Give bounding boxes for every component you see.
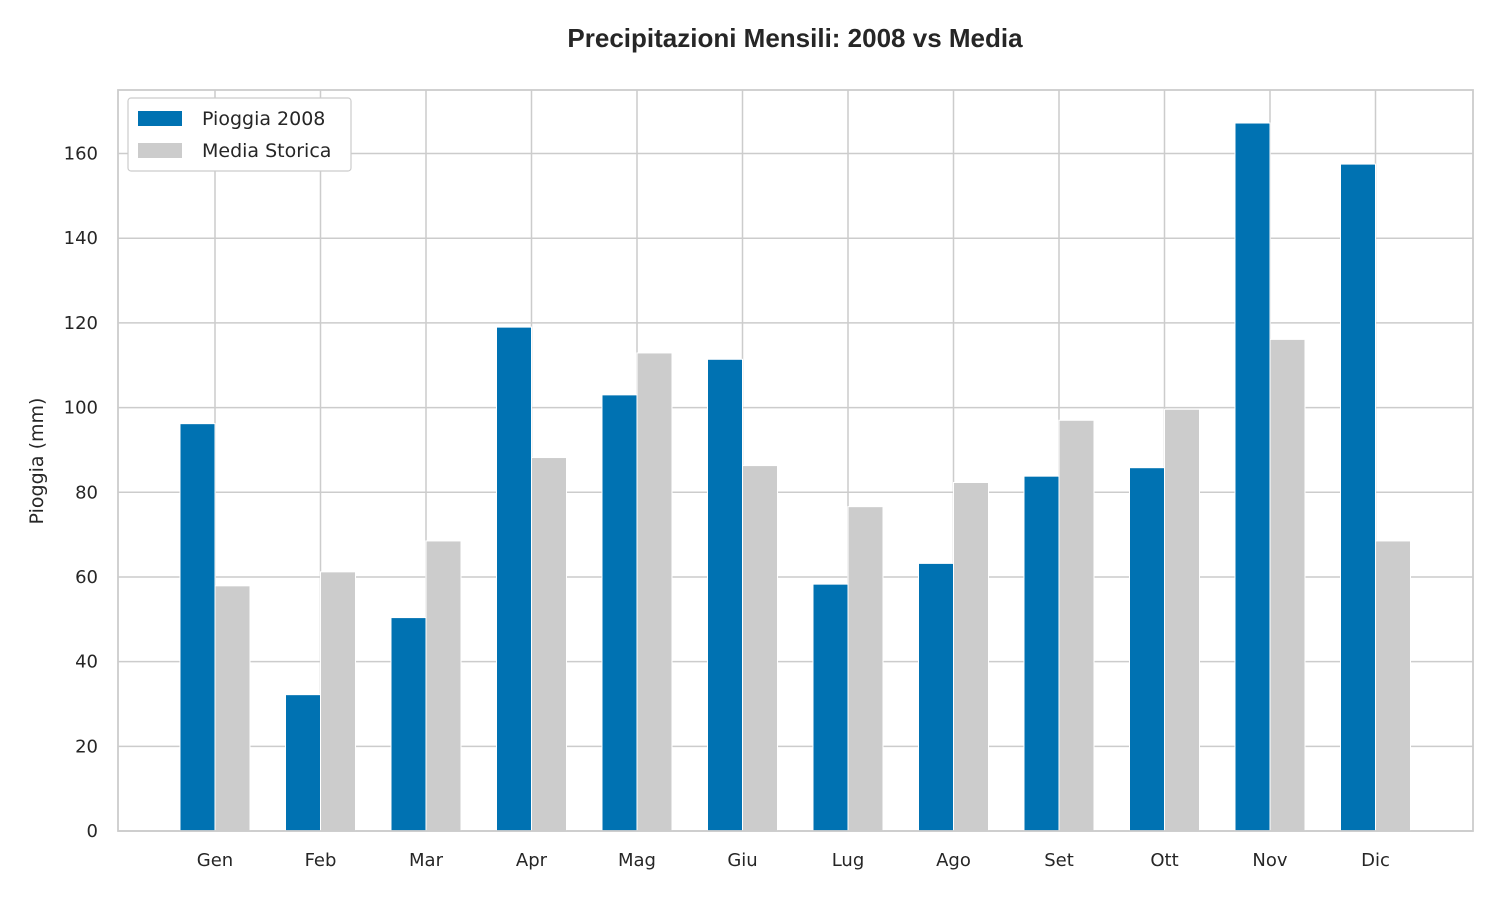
bar-media-storica-giu[interactable] <box>742 465 778 832</box>
y-axis-label: Pioggia (mm) <box>26 398 48 525</box>
bar-pioggia-2008-giu[interactable] <box>707 358 743 832</box>
bar-pioggia-2008-apr[interactable] <box>496 326 532 832</box>
bar-media-storica-nov[interactable] <box>1269 338 1306 832</box>
bar-media-storica-dic[interactable] <box>1375 540 1411 832</box>
x-tick-label-mar: Mar <box>409 850 444 871</box>
x-tick-label-feb: Feb <box>305 850 337 871</box>
bar-media-storica-set[interactable] <box>1058 419 1095 832</box>
x-tick-label-apr: Apr <box>516 850 548 871</box>
y-tick-label: 60 <box>75 567 98 588</box>
bar-media-storica-gen[interactable] <box>214 585 251 832</box>
bar-media-storica-apr[interactable] <box>531 457 567 832</box>
y-tick-label: 100 <box>64 398 98 419</box>
legend-swatch-media-storica <box>138 143 182 158</box>
bar-pioggia-2008-gen[interactable] <box>179 423 216 832</box>
x-tick-label-set: Set <box>1044 850 1074 871</box>
y-tick-label: 80 <box>75 482 98 503</box>
bar-pioggia-2008-feb[interactable] <box>285 694 321 832</box>
x-tick-label-dic: Dic <box>1361 850 1390 871</box>
bar-media-storica-mar[interactable] <box>425 540 462 832</box>
y-tick-label: 20 <box>75 736 98 757</box>
x-tick-label-lug: Lug <box>832 850 865 871</box>
x-tick-label-mag: Mag <box>618 850 656 871</box>
legend-swatch-pioggia-2008 <box>138 111 182 126</box>
bar-pioggia-2008-mar[interactable] <box>390 617 427 832</box>
bar-pioggia-2008-set[interactable] <box>1023 475 1060 832</box>
bar-media-storica-ago[interactable] <box>953 482 989 832</box>
y-tick-label: 0 <box>87 821 98 842</box>
legend-label-media-storica: Media Storica <box>202 140 331 162</box>
x-tick-label-gen: Gen <box>197 850 233 871</box>
bar-pioggia-2008-nov[interactable] <box>1234 122 1271 832</box>
chart-title: Precipitazioni Mensili: 2008 vs Media <box>567 23 1023 53</box>
bar-media-storica-feb[interactable] <box>320 571 356 832</box>
x-tick-label-giu: Giu <box>727 850 757 871</box>
x-tick-label-ott: Ott <box>1150 850 1178 871</box>
bars <box>179 122 1411 832</box>
bar-pioggia-2008-ott[interactable] <box>1129 467 1165 832</box>
x-tick-label-nov: Nov <box>1252 850 1287 871</box>
bar-pioggia-2008-mag[interactable] <box>601 394 638 832</box>
legend-box <box>127 97 352 172</box>
plot-frame <box>117 89 1474 832</box>
legend[interactable]: Pioggia 2008 Media Storica <box>127 97 352 172</box>
bar-pioggia-2008-ago[interactable] <box>918 562 954 832</box>
legend-label-pioggia-2008: Pioggia 2008 <box>202 108 325 130</box>
bar-media-storica-mag[interactable] <box>636 352 673 832</box>
bar-pioggia-2008-lug[interactable] <box>812 583 849 832</box>
y-tick-label: 140 <box>64 228 98 249</box>
y-tick-label: 120 <box>64 313 98 334</box>
tick-labels: 0 20 40 60 80 100 120 140 160 Gen Feb Mar Apr Mag Giu L… <box>64 144 1390 871</box>
x-tick-label-ago: Ago <box>936 850 971 871</box>
bar-media-storica-ott[interactable] <box>1164 408 1200 832</box>
bar-media-storica-lug[interactable] <box>847 506 884 832</box>
bar-pioggia-2008-dic[interactable] <box>1340 163 1376 832</box>
y-tick-label: 40 <box>75 652 98 673</box>
y-tick-label: 160 <box>64 144 98 165</box>
